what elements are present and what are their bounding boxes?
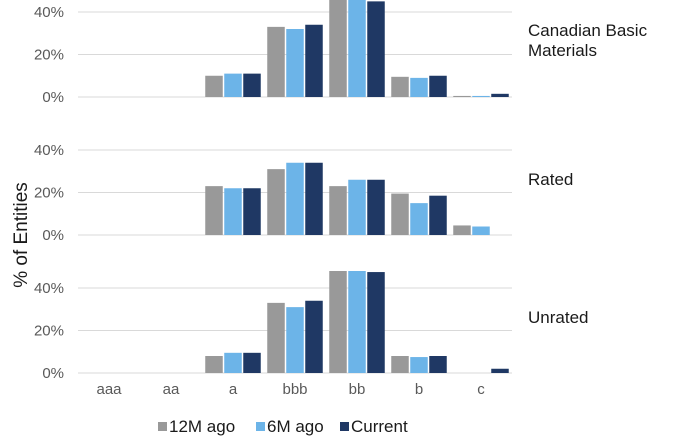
x-tick-aa: aa xyxy=(163,381,180,398)
panel-2-ytick-20: 20% xyxy=(34,185,64,202)
panel-2-bar-a-current xyxy=(243,188,261,235)
x-tick-bbb: bbb xyxy=(282,381,307,398)
panel-2-bar-a-6m-ago xyxy=(224,188,242,235)
panel-1-bar-bb-12m-ago xyxy=(329,0,347,97)
panel-1-bar-a-current xyxy=(243,73,261,97)
x-tick-a: a xyxy=(229,381,238,398)
panel-3-ytick-40: 40% xyxy=(34,280,64,297)
panel-2-bar-bbb-12m-ago xyxy=(267,169,285,235)
panel-3-ytick-0: 0% xyxy=(42,365,64,382)
panel-1-bar-c-6m-ago xyxy=(472,95,490,97)
legend-swatch-12m-ago xyxy=(158,422,167,431)
panel-3-bar-a-6m-ago xyxy=(224,352,242,373)
panel-1-bar-bbb-12m-ago xyxy=(267,26,285,97)
panel-1-bar-a-12m-ago xyxy=(205,75,223,97)
panel-3-bar-bb-current xyxy=(367,272,385,373)
panel-1-ytick-20: 20% xyxy=(34,47,64,64)
panel-3-bar-bb-6m-ago xyxy=(348,271,366,373)
panel-1-label-line-2: Materials xyxy=(528,41,597,60)
panel-2-bar-bbb-6m-ago xyxy=(286,162,304,235)
panel-2-bar-b-6m-ago xyxy=(410,203,428,235)
panel-1-bar-bb-6m-ago xyxy=(348,0,366,97)
panel-2-bar-bb-current xyxy=(367,179,385,235)
panel-1-bar-bb-current xyxy=(367,1,385,97)
panel-3-bar-a-current xyxy=(243,352,261,373)
x-tick-b: b xyxy=(415,381,423,398)
panel-3-bar-c-current xyxy=(491,368,509,373)
panel-2-ytick-40: 40% xyxy=(34,142,64,159)
x-tick-aaa: aaa xyxy=(96,381,122,398)
panel-1-bar-b-6m-ago xyxy=(410,77,428,97)
panel-2-bar-c-12m-ago xyxy=(453,225,471,235)
panel-3-bar-a-12m-ago xyxy=(205,356,223,373)
panel-2-bar-b-current xyxy=(429,195,447,235)
panel-1-bar-c-current xyxy=(491,93,509,97)
panel-2-bar-b-12m-ago xyxy=(391,193,409,235)
x-tick-c: c xyxy=(477,381,485,398)
panel-1-bar-bbb-6m-ago xyxy=(286,29,304,97)
panel-3-bar-b-current xyxy=(429,356,447,373)
panel-1-bar-bbb-current xyxy=(305,24,323,97)
legend-label-12m-ago: 12M ago xyxy=(169,417,235,436)
panel-1-ytick-40: 40% xyxy=(34,4,64,21)
panel-3-bar-bbb-6m-ago xyxy=(286,307,304,373)
panel-1-bar-b-12m-ago xyxy=(391,76,409,97)
panel-3-bar-bbb-current xyxy=(305,300,323,373)
x-tick-bb: bb xyxy=(349,381,366,398)
panel-1-label-line-1: Canadian Basic xyxy=(528,21,648,40)
legend-label-current: Current xyxy=(351,417,408,436)
legend-swatch-6m-ago xyxy=(256,422,265,431)
panel-3-bar-b-6m-ago xyxy=(410,357,428,373)
panel-2-label: Rated xyxy=(528,170,573,189)
panel-3-bar-b-12m-ago xyxy=(391,356,409,373)
y-axis-label: % of Entities xyxy=(11,182,32,288)
panel-1-ytick-0: 0% xyxy=(42,89,64,106)
panel-1-bar-a-6m-ago xyxy=(224,73,242,97)
panel-2-ytick-0: 0% xyxy=(42,227,64,244)
panel-2-bar-a-12m-ago xyxy=(205,186,223,235)
panel-3-bar-bb-12m-ago xyxy=(329,271,347,373)
panel-2-bar-bb-12m-ago xyxy=(329,186,347,235)
panel-3-ytick-20: 20% xyxy=(34,323,64,340)
panel-3-bar-bbb-12m-ago xyxy=(267,302,285,373)
legend-swatch-current xyxy=(340,422,349,431)
panel-1-bar-b-current xyxy=(429,75,447,97)
panel-3-label: Unrated xyxy=(528,308,588,327)
panel-1-bar-c-12m-ago xyxy=(453,95,471,97)
legend-label-6m-ago: 6M ago xyxy=(267,417,324,436)
panel-2-bar-c-6m-ago xyxy=(472,226,490,235)
panel-2-bar-bbb-current xyxy=(305,162,323,235)
panel-2-bar-bb-6m-ago xyxy=(348,179,366,235)
